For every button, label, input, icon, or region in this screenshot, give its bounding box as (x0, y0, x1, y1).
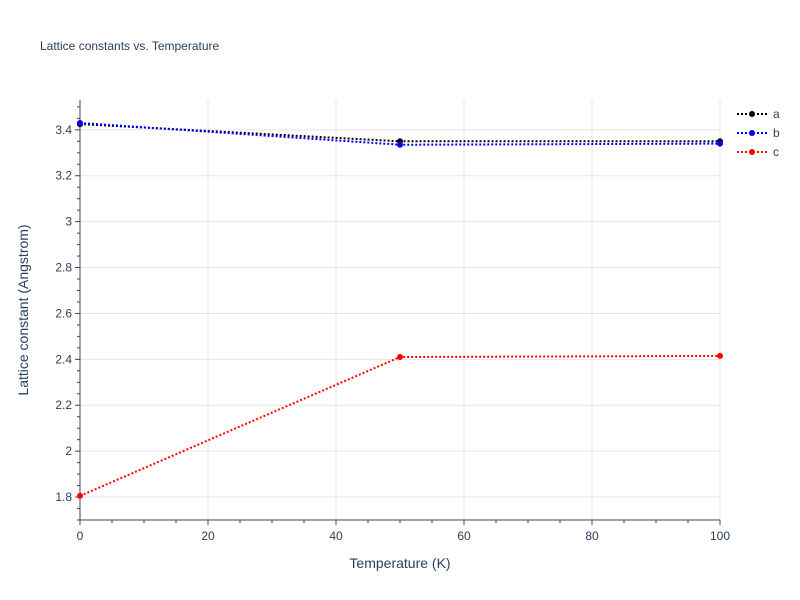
y-tick-label: 2 (65, 444, 72, 458)
x-tick-label: 40 (329, 529, 343, 543)
x-tick-label: 0 (77, 529, 84, 543)
legend-label: c (773, 145, 779, 159)
data-point-b (77, 119, 83, 126)
legend-label: a (773, 107, 780, 121)
x-tick-label: 20 (201, 529, 215, 543)
data-point-c (77, 492, 83, 499)
y-tick-label: 3.2 (55, 169, 72, 183)
data-point-b (397, 141, 403, 148)
legend-marker (749, 111, 755, 117)
y-tick-label: 2.4 (55, 352, 72, 366)
data-point-c (397, 354, 403, 361)
data-point-b (717, 140, 723, 147)
axes: 0 20 40 60 80 100 1.8 2 2.2 2.4 2.6 2.8 3 3.2 3.4 (55, 100, 730, 543)
legend-item-a[interactable]: a (737, 107, 780, 121)
series-layer (77, 119, 723, 499)
y-tick-label: 1.8 (55, 490, 72, 504)
data-point-c (717, 352, 723, 359)
chart-title: Lattice constants vs. Temperature (40, 39, 220, 53)
legend-marker (749, 149, 755, 155)
legend-item-b[interactable]: b (737, 126, 780, 140)
y-tick-label: 2.6 (55, 306, 72, 320)
x-tick-label: 80 (585, 529, 599, 543)
x-axis-title: Temperature (K) (349, 555, 450, 571)
x-tick-label: 60 (457, 529, 471, 543)
legend-item-c[interactable]: c (737, 145, 779, 159)
y-axis-title: Lattice constant (Angstrom) (15, 224, 31, 395)
y-tick-label: 3 (65, 215, 72, 229)
y-tick-label: 3.4 (55, 123, 72, 137)
legend-marker (749, 130, 755, 136)
y-tick-label: 2.8 (55, 261, 72, 275)
legend-label: b (773, 126, 780, 140)
x-tick-label: 100 (710, 529, 730, 543)
grid (80, 100, 721, 520)
legend[interactable]: abc (737, 107, 780, 159)
y-tick-label: 2.2 (55, 398, 72, 412)
